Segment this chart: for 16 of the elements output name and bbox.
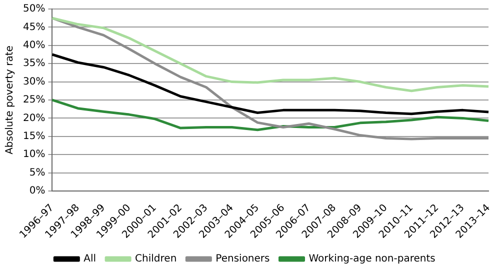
y-tick-label: 0% [29, 186, 46, 197]
legend-label: Working-age non-parents [308, 254, 436, 265]
y-tick-label: 50% [22, 4, 46, 15]
y-tick-label: 5% [29, 167, 46, 178]
y-tick-label: 40% [22, 40, 46, 51]
y-axis-title: Absolute poverty rate [4, 46, 16, 154]
y-tick-label: 10% [22, 149, 46, 160]
y-tick-label: 35% [22, 58, 46, 70]
legend-label: Children [135, 254, 177, 265]
y-tick-label: 25% [22, 94, 46, 106]
y-tick-label: 30% [22, 76, 46, 88]
y-tick-label: 15% [22, 130, 46, 142]
y-tick-label: 45% [22, 22, 46, 33]
y-tick-label: 20% [22, 112, 46, 124]
legend-label: All [84, 254, 96, 265]
legend-label: Pensioners [216, 254, 270, 265]
